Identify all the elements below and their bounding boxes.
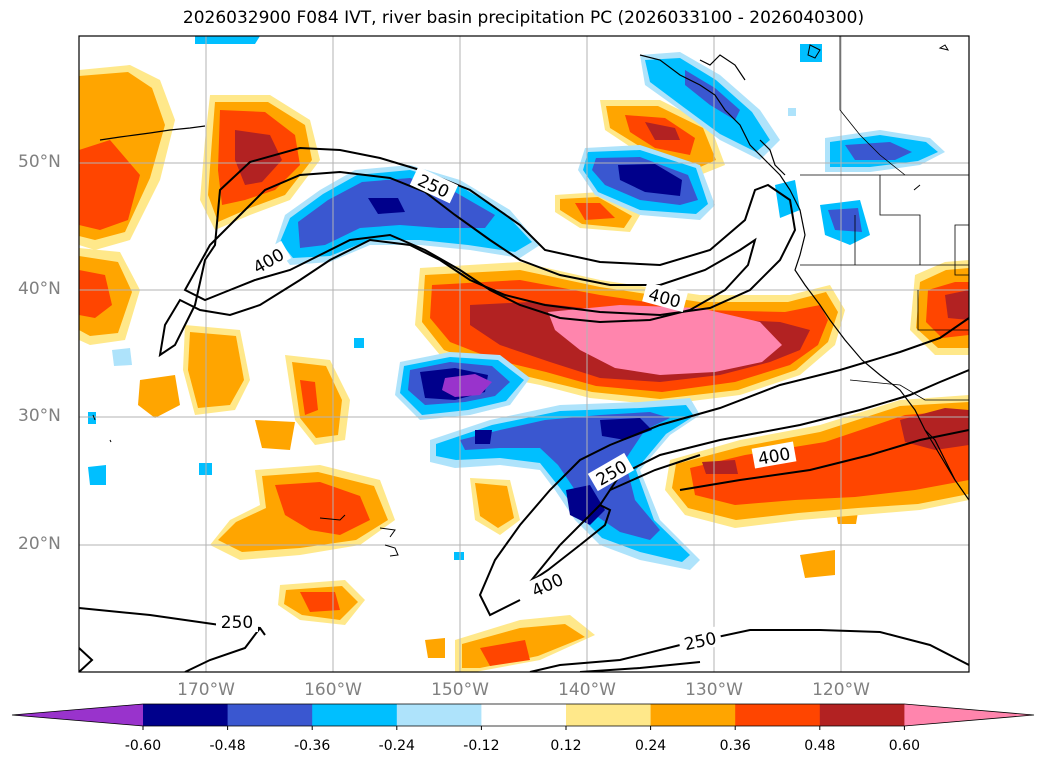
colorbar-tick-label: 0.36 bbox=[719, 738, 751, 754]
colorbar bbox=[11, 703, 1035, 730]
map-frame bbox=[78, 35, 970, 673]
colorbar-extend-max bbox=[904, 704, 1034, 726]
colorbar-tick-label: -0.48 bbox=[209, 738, 246, 754]
colorbar-segment bbox=[312, 704, 398, 726]
colorbar-tick-label: -0.60 bbox=[124, 738, 162, 754]
colorbar-segment bbox=[735, 704, 821, 726]
colorbar-tick-label: -0.12 bbox=[463, 738, 500, 754]
colorbar-segment bbox=[819, 704, 905, 726]
political-borders bbox=[800, 36, 969, 401]
colorbar-segment bbox=[566, 704, 652, 726]
lon-label-170w: 170°W bbox=[177, 680, 235, 700]
colorbar-segment bbox=[481, 704, 567, 726]
colorbar-tick-label: 0.12 bbox=[550, 738, 582, 754]
colorbar-tick-label: 0.48 bbox=[804, 738, 836, 754]
lat-label-20n: 20°N bbox=[18, 534, 61, 554]
colorbar-segment bbox=[227, 704, 313, 726]
contour-label: 250 bbox=[221, 613, 253, 633]
colorbar-tick-label: -0.36 bbox=[294, 738, 331, 754]
colorbar-segment bbox=[650, 704, 736, 726]
colorbar-segment bbox=[396, 704, 482, 726]
lon-label-130w: 130°W bbox=[685, 680, 743, 700]
negative-anomaly-fill bbox=[88, 36, 945, 570]
positive-anomaly-fill bbox=[79, 65, 969, 672]
islands bbox=[92, 44, 950, 557]
lat-label-40n: 40°N bbox=[18, 279, 61, 299]
lon-label-140w: 140°W bbox=[558, 680, 616, 700]
lon-label-160w: 160°W bbox=[304, 680, 362, 700]
lat-label-30n: 30°N bbox=[18, 406, 61, 426]
colorbar-segment bbox=[143, 704, 229, 726]
map-plot-area: 250 400 400 250 400 250 250 400 bbox=[79, 36, 969, 672]
colorbar-extend-min bbox=[12, 704, 143, 726]
colorbar-tick-label: 0.24 bbox=[635, 738, 667, 754]
colorbar-tick-label: -0.24 bbox=[378, 738, 415, 754]
lon-label-120w: 120°W bbox=[812, 680, 870, 700]
lat-label-50n: 50°N bbox=[18, 152, 61, 172]
coastlines bbox=[99, 54, 969, 501]
lon-label-150w: 150°W bbox=[431, 680, 489, 700]
map-title: 2026032900 F084 IVT, river basin precipi… bbox=[182, 8, 865, 28]
colorbar-tick-label: 0.60 bbox=[888, 738, 920, 754]
